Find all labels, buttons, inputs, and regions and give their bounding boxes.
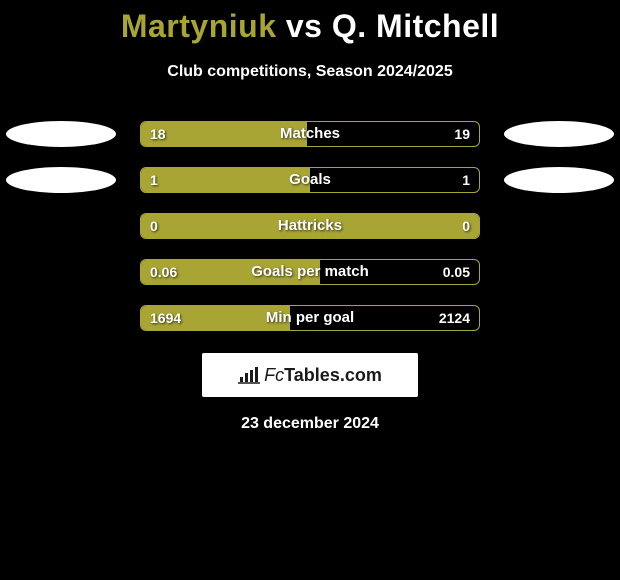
stat-bar-left-fill	[141, 168, 310, 192]
stat-bar-left-fill	[141, 306, 290, 330]
player2-name: Q. Mitchell	[332, 8, 499, 44]
stat-bar-left-fill	[141, 260, 320, 284]
player2-ellipse	[504, 121, 614, 147]
stat-bar-track	[140, 121, 480, 147]
player1-ellipse	[6, 167, 116, 193]
stat-bar-left-fill	[141, 214, 479, 238]
stat-bar-left-fill	[141, 122, 307, 146]
stat-bar-track	[140, 259, 480, 285]
stat-row: Hattricks00	[0, 213, 620, 239]
bar-chart-icon	[238, 366, 260, 384]
vs-separator: vs	[286, 8, 323, 44]
stat-row: Goals11	[0, 167, 620, 193]
stat-row: Min per goal16942124	[0, 305, 620, 331]
brand-prefix: Fc	[264, 365, 284, 385]
brand-box: FcTables.com	[202, 353, 418, 397]
date-label: 23 december 2024	[0, 415, 620, 433]
player2-ellipse	[504, 167, 614, 193]
stat-bar-track	[140, 305, 480, 331]
stat-bar-track	[140, 213, 480, 239]
brand-text: FcTables.com	[264, 365, 382, 386]
stat-row: Goals per match0.060.05	[0, 259, 620, 285]
subtitle: Club competitions, Season 2024/2025	[0, 63, 620, 81]
comparison-title: Martyniuk vs Q. Mitchell	[0, 0, 620, 45]
stat-row: Matches1819	[0, 121, 620, 147]
player1-name: Martyniuk	[121, 8, 277, 44]
player1-ellipse	[6, 121, 116, 147]
brand-rest: Tables.com	[284, 365, 382, 385]
stats-container: Matches1819 Goals11 Hattricks00 Goals per m…	[0, 121, 620, 331]
stat-bar-track	[140, 167, 480, 193]
